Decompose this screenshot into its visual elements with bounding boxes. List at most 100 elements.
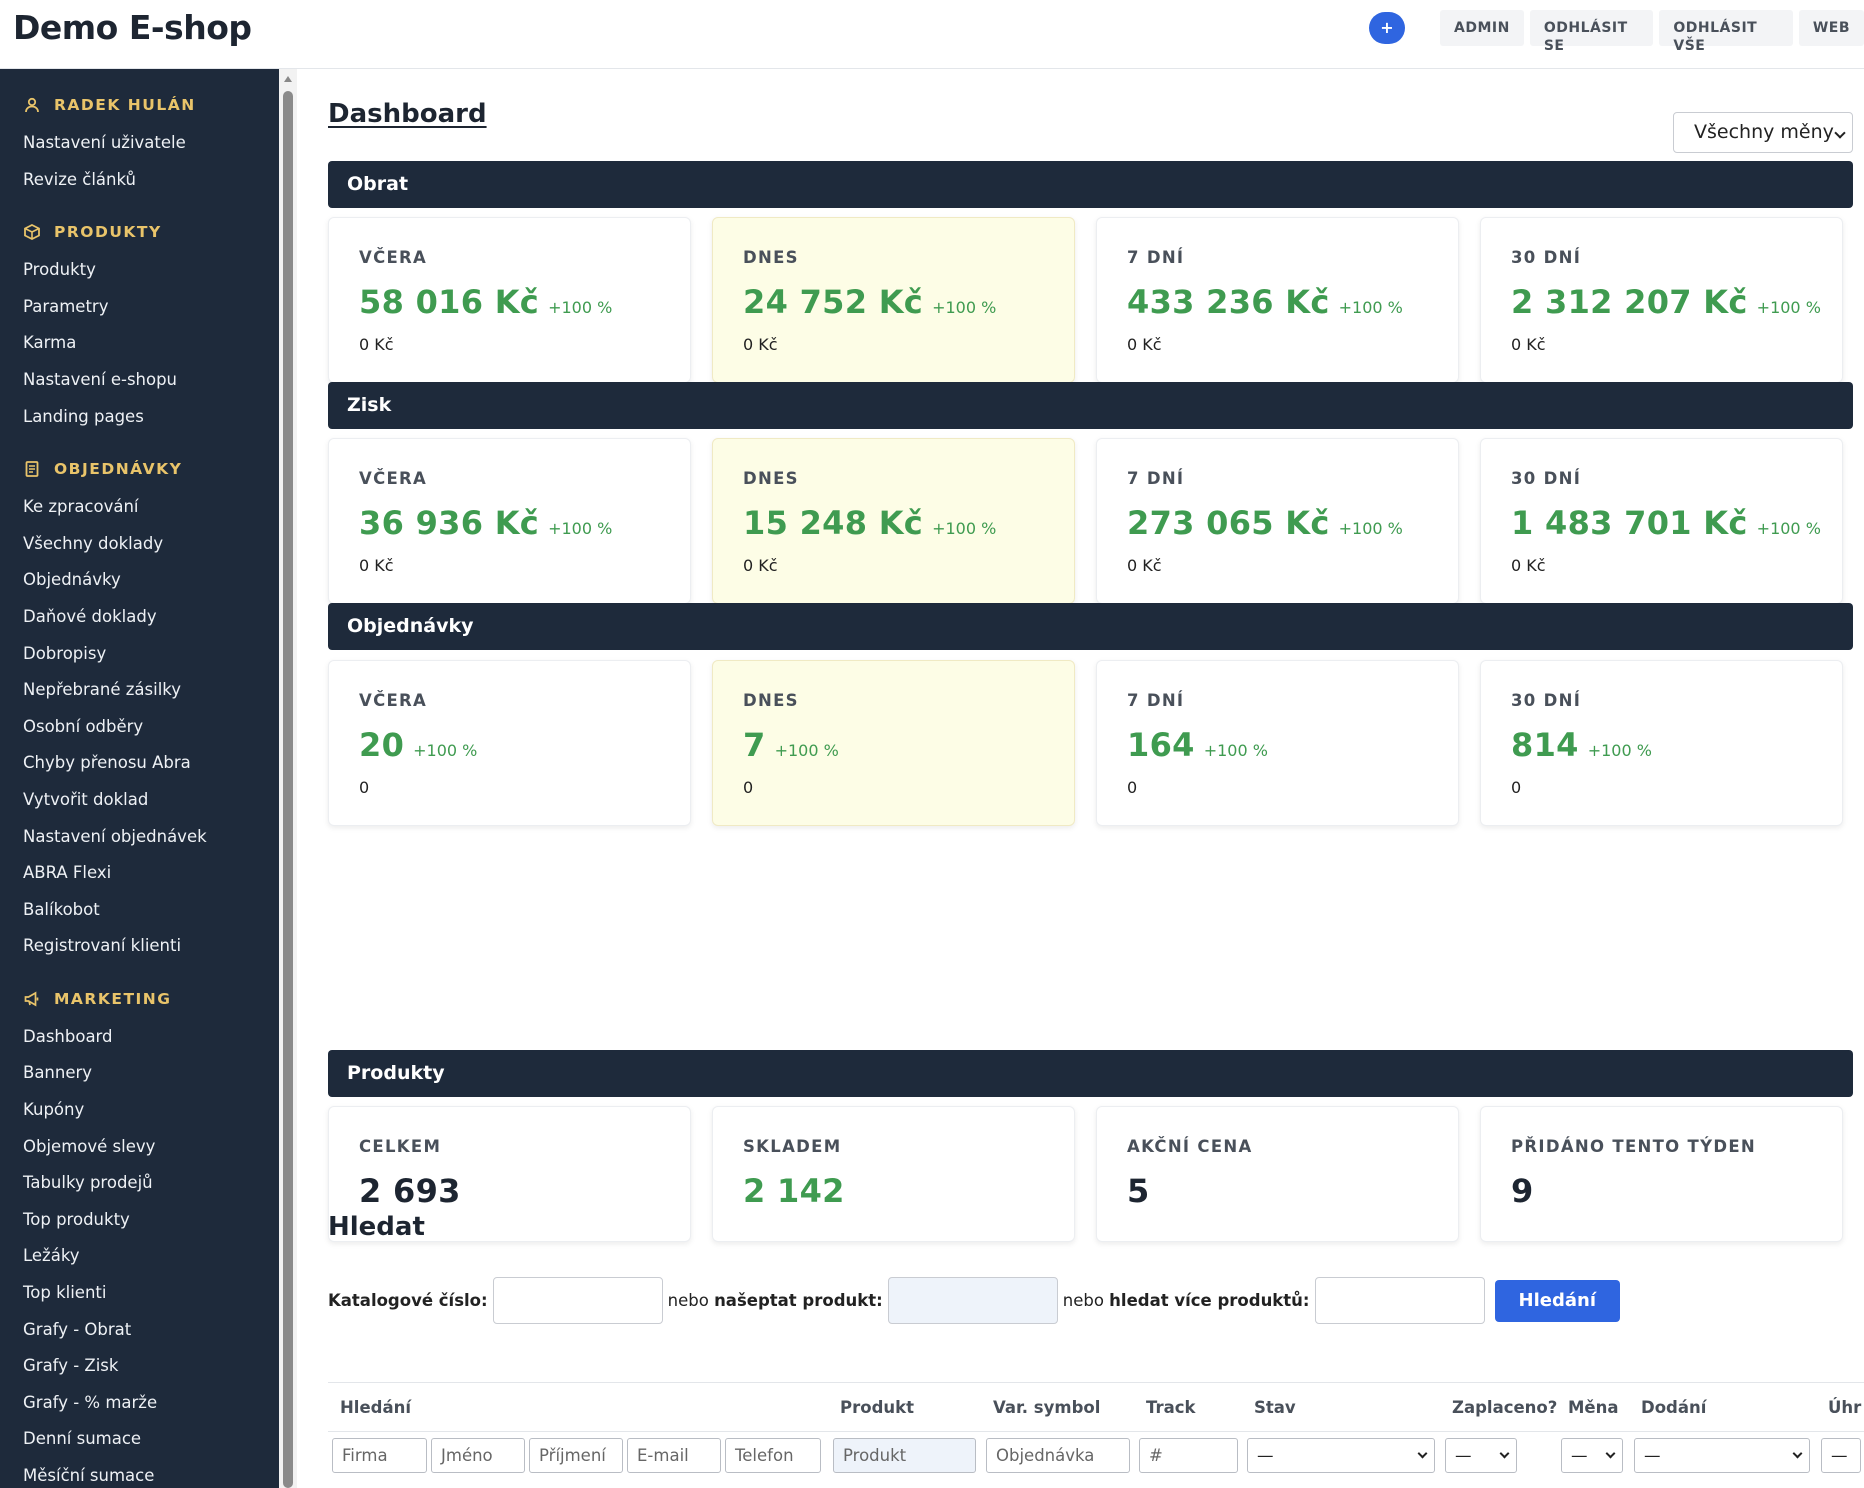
sidebar-item[interactable]: Produkty — [23, 260, 96, 280]
stat-previous: 0 — [1511, 778, 1522, 797]
delivery-select-value: — — [1644, 1446, 1661, 1465]
page-title[interactable]: Dashboard — [328, 99, 487, 129]
phone-filter-input[interactable]: Telefon — [725, 1438, 821, 1473]
sidebar-item[interactable]: Objemové slevy — [23, 1136, 156, 1156]
sidebar-item[interactable]: Dashboard — [23, 1026, 113, 1046]
stat-card: 7 DNÍ 164 +100 % 0 — [1096, 660, 1459, 826]
sidebar-item[interactable]: Měsíční sumace — [23, 1466, 155, 1485]
sidebar-item[interactable]: Nastavení uživatele — [23, 133, 186, 152]
nav-logout[interactable]: ODHLÁSIT SE — [1529, 10, 1654, 54]
filter-header: Hledání Produkt Var. symbol Track Stav Z… — [328, 1382, 1864, 1422]
stat-value-row: 20 +100 % — [359, 726, 690, 764]
brand-title[interactable]: Demo E-shop — [13, 8, 252, 47]
stat-previous: 0 Kč — [1511, 335, 1546, 354]
sidebar-item[interactable]: Denní sumace — [23, 1429, 142, 1449]
stat-value: 20 — [359, 726, 405, 764]
nav-admin[interactable]: ADMIN — [1440, 10, 1524, 46]
stat-card: 7 DNÍ 273 065 Kč +100 % 0 Kč — [1096, 438, 1459, 604]
delivery-select[interactable]: — — [1634, 1438, 1810, 1473]
product-stat-card: SKLADEM 2 142 — [712, 1106, 1075, 1242]
sidebar-item[interactable]: Parametry — [23, 296, 109, 316]
stat-value: 433 236 Kč — [1127, 283, 1330, 321]
filter-row: Firma Jméno Příjmení E-mail Telefon Prod… — [328, 1431, 1864, 1473]
sidebar-group: OBJEDNÁVKY Ke zpracování Všechny doklady Ob… — [0, 455, 279, 965]
company-filter-input[interactable]: Firma — [332, 1438, 427, 1473]
sidebar-item[interactable]: Karma — [23, 333, 77, 353]
search-row: Katalogové číslo: nebo našeptat produkt:… — [328, 1277, 1620, 1324]
sidebar-item[interactable]: Dobropisy — [23, 643, 107, 663]
sidebar-item[interactable]: Nepřebrané zásilky — [23, 680, 182, 700]
sidebar-item[interactable]: Balíkobot — [23, 899, 100, 919]
sidebar-item[interactable]: Bannery — [23, 1063, 93, 1083]
stat-value-row: 36 936 Kč +100 % — [359, 504, 690, 542]
stat-value: 1 483 701 Kč — [1511, 504, 1748, 542]
sidebar-item[interactable]: Vytvořit doklad — [23, 789, 149, 809]
stat-value-row: 15 248 Kč +100 % — [743, 504, 1074, 542]
status-select[interactable]: — — [1247, 1438, 1435, 1473]
suggest-product-input[interactable] — [887, 1277, 1058, 1324]
sidebar-item[interactable]: Nastavení e-shopu — [23, 369, 178, 389]
sidebar-item[interactable]: Chyby přenosu Abra — [23, 753, 191, 773]
sidebar-item[interactable]: Grafy - Zisk — [23, 1356, 119, 1376]
sidebar-group-header[interactable]: OBJEDNÁVKY — [0, 455, 279, 483]
sidebar-scrollbar[interactable] — [279, 69, 297, 1488]
currency-filter-select[interactable]: — — [1561, 1438, 1623, 1473]
sidebar-group: MARKETING Dashboard Bannery Kupóny Objemové … — [0, 985, 279, 1488]
multi-product-input[interactable] — [1314, 1277, 1485, 1324]
sidebar-item[interactable]: ABRA Flexi — [23, 863, 112, 883]
payment-select[interactable]: — — [1821, 1438, 1861, 1473]
sidebar-item[interactable]: Ke zpracování — [23, 497, 139, 517]
scrollbar-thumb[interactable] — [283, 91, 293, 1488]
product-stat-card: CELKEM 2 693 — [328, 1106, 691, 1242]
sidebar-item[interactable]: Osobní odběry — [23, 716, 144, 736]
sidebar-item[interactable]: Top produkty — [23, 1209, 130, 1229]
sidebar-item[interactable]: Landing pages — [23, 406, 144, 426]
sidebar-group-header[interactable]: MARKETING — [0, 985, 279, 1013]
stat-card: 30 DNÍ 2 312 207 Kč +100 % 0 Kč — [1480, 217, 1843, 383]
sidebar-group-header[interactable]: RADEK HULÁN — [0, 91, 279, 119]
sidebar-item[interactable]: Objednávky — [23, 570, 121, 590]
catalog-label: Katalogové číslo: — [328, 1291, 488, 1310]
stat-change: +100 % — [413, 741, 478, 760]
sidebar-item[interactable]: Revize článků — [23, 169, 137, 189]
nav-web[interactable]: WEB — [1798, 10, 1864, 46]
stat-value-row: 24 752 Kč +100 % — [743, 283, 1074, 321]
stat-change: +100 % — [932, 519, 997, 538]
email-filter-input[interactable]: E-mail — [627, 1438, 721, 1473]
stat-value: 2 312 207 Kč — [1511, 283, 1748, 321]
sidebar-item[interactable]: Registrovaní klienti — [23, 936, 182, 956]
stat-change: +100 % — [932, 298, 997, 317]
currency-select[interactable]: Všechny měny — [1673, 112, 1853, 153]
stat-label: DNES — [743, 248, 799, 267]
paid-select[interactable]: — — [1445, 1438, 1517, 1473]
sidebar-item[interactable]: Top klienti — [23, 1283, 107, 1303]
stat-card: DNES 15 248 Kč +100 % 0 Kč — [712, 438, 1075, 604]
sidebar-item[interactable]: Tabulky prodejů — [23, 1173, 153, 1193]
nav-logout-all[interactable]: ODHLÁSIT VŠE — [1659, 10, 1793, 54]
order-filter-input[interactable]: Objednávka — [986, 1438, 1130, 1473]
sidebar-group-header[interactable]: PRODUKTY — [0, 218, 279, 246]
stat-value: 2 693 — [359, 1172, 461, 1210]
sidebar-item[interactable]: Daňové doklady — [23, 606, 157, 626]
stat-card: 30 DNÍ 1 483 701 Kč +100 % 0 Kč — [1480, 438, 1843, 604]
product-filter-input[interactable]: Produkt — [833, 1438, 976, 1473]
catalog-number-input[interactable] — [492, 1277, 663, 1324]
search-button[interactable]: Hledání — [1494, 1279, 1620, 1322]
sidebar-item[interactable]: Všechny doklady — [23, 533, 164, 553]
add-button[interactable]: + — [1369, 12, 1405, 44]
sidebar-item[interactable]: Kupóny — [23, 1100, 85, 1120]
sidebar-item[interactable]: Nastavení objednávek — [23, 826, 207, 846]
sidebar-group: RADEK HULÁN Nastavení uživatele Revize člá… — [0, 91, 279, 198]
sidebar-item[interactable]: Grafy - Obrat — [23, 1319, 132, 1339]
first-name-filter-input[interactable]: Jméno — [431, 1438, 525, 1473]
sidebar-item[interactable]: Ležáky — [23, 1246, 80, 1266]
sidebar-item[interactable]: Grafy - % marže — [23, 1392, 158, 1412]
last-name-filter-input[interactable]: Příjmení — [529, 1438, 623, 1473]
stat-value-row: 2 693 — [359, 1172, 690, 1210]
sidebar-group-title: RADEK HULÁN — [54, 96, 196, 114]
stat-value: 9 — [1511, 1172, 1534, 1210]
track-filter-input[interactable]: # — [1139, 1438, 1238, 1473]
stat-previous: 0 — [743, 778, 754, 797]
scroll-up-arrow-icon[interactable] — [284, 76, 292, 82]
stat-label: DNES — [743, 469, 799, 488]
